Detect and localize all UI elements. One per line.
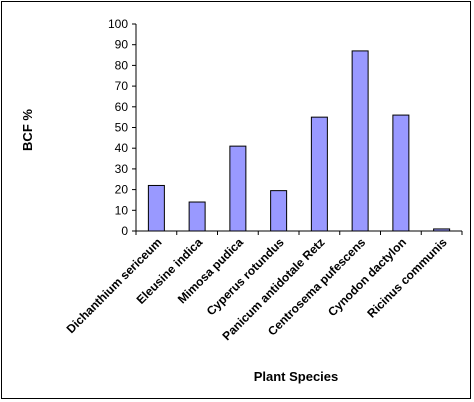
bars xyxy=(147,50,451,232)
x-tick-label: Ricinus communis xyxy=(364,235,450,321)
y-tick-label: 40 xyxy=(115,141,129,155)
x-tick-label: Cynodon dactylon xyxy=(325,235,409,319)
bar-1 xyxy=(188,201,206,232)
bar-5 xyxy=(351,50,369,232)
axes xyxy=(132,23,463,235)
y-tick-label: 70 xyxy=(115,79,129,93)
y-tick-labels: 0 10 20 30 40 50 60 70 80 90 100 xyxy=(108,17,128,238)
y-tick-label: 10 xyxy=(115,203,129,217)
y-tick-label: 20 xyxy=(115,183,129,197)
x-tick-label: Cyperus rotundus xyxy=(204,235,287,318)
y-tick-label: 60 xyxy=(115,100,129,114)
y-tick-label: 50 xyxy=(115,121,129,135)
y-axis-title: BCF % xyxy=(20,109,35,151)
bar-0 xyxy=(147,184,165,232)
y-tick-label: 100 xyxy=(108,17,128,31)
bar-7 xyxy=(433,228,451,232)
bar-4 xyxy=(310,116,328,232)
y-tick-label: 0 xyxy=(121,224,128,238)
y-tick-label: 90 xyxy=(115,38,129,52)
bar-3 xyxy=(270,190,288,232)
y-tick-label: 30 xyxy=(115,162,129,176)
bar-2 xyxy=(229,145,247,232)
x-axis-title: Plant Species xyxy=(254,369,339,384)
bar-6 xyxy=(392,114,410,232)
y-tick-label: 80 xyxy=(115,58,129,72)
